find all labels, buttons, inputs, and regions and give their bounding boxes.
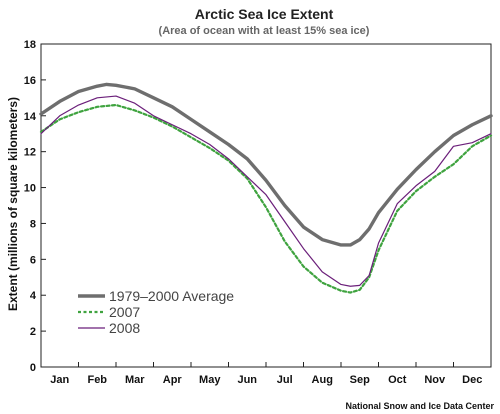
x-tick-label: Mar bbox=[125, 374, 145, 386]
plot-area: 0 2 4 6 8 10 12 14 16 18 Jan Feb Mar Apr May Jun Jul Aug S… bbox=[24, 39, 493, 386]
series-line-1 bbox=[39, 82, 493, 247]
x-tick-label: Jun bbox=[237, 374, 257, 386]
series-line-2 bbox=[39, 103, 493, 294]
y-tick-label: 0 bbox=[30, 362, 36, 374]
x-tick-label: Jul bbox=[277, 374, 293, 386]
source-credit: National Snow and Ice Data Center bbox=[345, 401, 494, 411]
legend-label-3: 2008 bbox=[109, 320, 140, 336]
y-axis-label: Extent (millions of square kilometers) bbox=[6, 97, 20, 311]
x-tick-label: May bbox=[199, 374, 221, 386]
y-tick-label: 16 bbox=[24, 75, 36, 87]
legend-label-2: 2007 bbox=[109, 304, 140, 320]
y-tick-label: 2 bbox=[30, 326, 36, 338]
y-tick-label: 6 bbox=[30, 254, 36, 266]
y-tick-label: 12 bbox=[24, 147, 36, 159]
x-tick-label: Nov bbox=[424, 374, 446, 386]
x-tick-label: Dec bbox=[462, 374, 482, 386]
legend-label-1: 1979–2000 Average bbox=[109, 288, 234, 304]
series-line-3 bbox=[40, 95, 492, 287]
y-tick-label: 8 bbox=[30, 218, 36, 230]
y-tick-label: 18 bbox=[24, 39, 36, 51]
chart-subtitle: (Area of ocean with at least 15% sea ice… bbox=[159, 25, 370, 37]
chart-title: Arctic Sea Ice Extent bbox=[195, 6, 334, 22]
x-tick-label: Apr bbox=[163, 374, 183, 386]
x-tick-label: Oct bbox=[388, 374, 407, 386]
x-tick-label: Sep bbox=[350, 374, 370, 386]
x-tick-label: Jan bbox=[50, 374, 69, 386]
x-tick-label: Feb bbox=[87, 374, 107, 386]
y-tick-label: 10 bbox=[24, 183, 36, 195]
y-tick-label: 14 bbox=[24, 111, 37, 123]
y-tick-label: 4 bbox=[30, 290, 37, 302]
x-tick-label: Aug bbox=[312, 374, 333, 386]
